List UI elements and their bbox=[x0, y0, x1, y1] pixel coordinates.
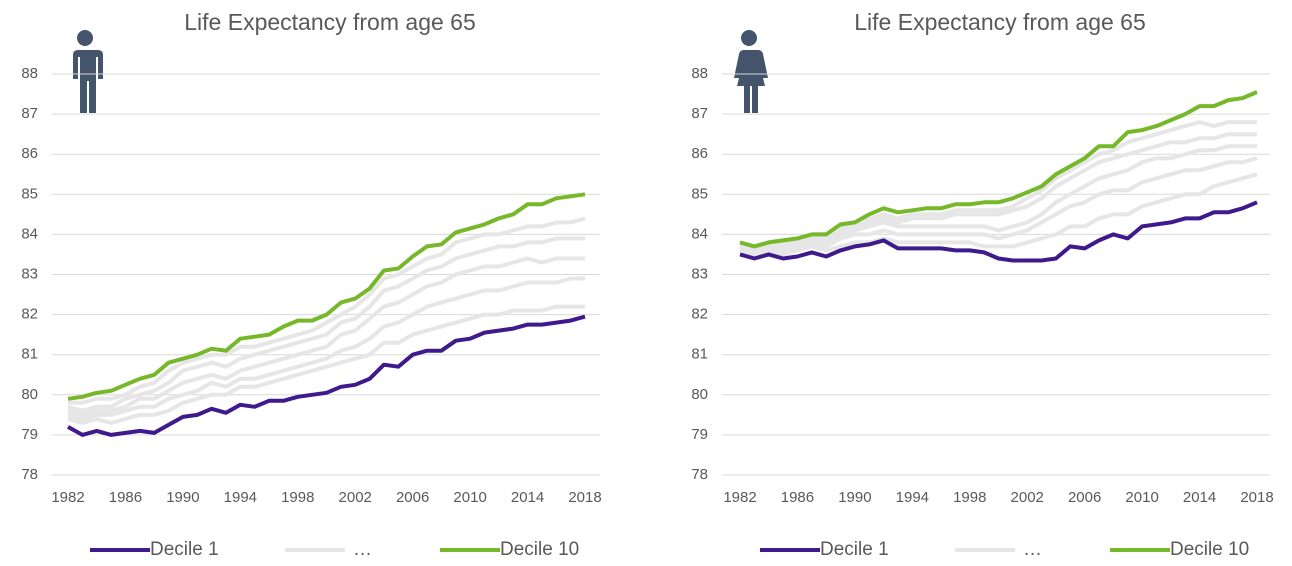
y-tick-label: 85 bbox=[21, 185, 38, 202]
legend-label: … bbox=[1023, 539, 1042, 560]
x-tick-label: 1998 bbox=[281, 489, 314, 506]
series-line bbox=[739, 90, 1258, 249]
y-tick-label: 83 bbox=[21, 265, 38, 282]
x-tick-label: 1986 bbox=[109, 489, 142, 506]
series-line bbox=[739, 172, 1258, 257]
y-tick-label: 84 bbox=[21, 225, 38, 242]
y-tick-label: 88 bbox=[21, 65, 38, 82]
y-tick-label: 86 bbox=[21, 145, 38, 162]
x-tick-label: 1990 bbox=[166, 489, 199, 506]
x-tick-label: 1998 bbox=[953, 489, 986, 506]
y-tick-label: 82 bbox=[691, 306, 708, 323]
series-line bbox=[67, 304, 585, 425]
x-tick-label: 2014 bbox=[511, 489, 544, 506]
legend-label: Decile 1 bbox=[150, 539, 219, 560]
series-line bbox=[739, 132, 1257, 253]
series-line bbox=[67, 276, 585, 421]
legend-label: … bbox=[353, 539, 372, 560]
series-line bbox=[68, 216, 586, 405]
x-tick-label: 2010 bbox=[1125, 489, 1158, 506]
y-tick-label: 86 bbox=[691, 145, 708, 162]
series-line bbox=[67, 314, 586, 437]
x-tick-label: 1994 bbox=[896, 489, 929, 506]
y-tick-label: 78 bbox=[691, 466, 708, 483]
y-tick-label: 79 bbox=[691, 426, 708, 443]
series-line bbox=[67, 236, 585, 413]
y-tick-label: 88 bbox=[691, 65, 708, 82]
x-tick-label: 1982 bbox=[51, 489, 84, 506]
legend-label: Decile 10 bbox=[1170, 539, 1249, 560]
y-tick-label: 84 bbox=[691, 225, 708, 242]
series-line bbox=[740, 156, 1258, 253]
x-tick-label: 1986 bbox=[781, 489, 814, 506]
y-tick-label: 83 bbox=[691, 265, 708, 282]
male-icon bbox=[72, 30, 103, 113]
female-icon bbox=[734, 30, 768, 113]
y-tick-label: 87 bbox=[21, 105, 38, 122]
x-tick-label: 2010 bbox=[453, 489, 486, 506]
y-tick-label: 80 bbox=[691, 386, 708, 403]
y-tick-label: 79 bbox=[21, 426, 38, 443]
y-tick-label: 82 bbox=[21, 306, 38, 323]
legend-label: Decile 10 bbox=[500, 539, 579, 560]
x-tick-label: 2014 bbox=[1183, 489, 1216, 506]
x-tick-label: 2002 bbox=[1011, 489, 1044, 506]
x-tick-label: 2006 bbox=[1068, 489, 1101, 506]
series-line bbox=[67, 256, 585, 417]
chart-title: Life Expectancy from age 65 bbox=[184, 9, 476, 35]
series-line bbox=[67, 192, 586, 401]
y-tick-label: 85 bbox=[691, 185, 708, 202]
x-tick-label: 2002 bbox=[339, 489, 372, 506]
legend-label: Decile 1 bbox=[820, 539, 889, 560]
y-tick-label: 80 bbox=[21, 386, 38, 403]
y-tick-label: 81 bbox=[691, 346, 708, 363]
x-tick-label: 1990 bbox=[838, 489, 871, 506]
x-tick-label: 2018 bbox=[568, 489, 601, 506]
x-tick-label: 1994 bbox=[224, 489, 257, 506]
series-line bbox=[739, 144, 1257, 253]
x-tick-label: 2018 bbox=[1240, 489, 1273, 506]
y-tick-label: 78 bbox=[21, 466, 38, 483]
y-tick-label: 87 bbox=[691, 105, 708, 122]
y-tick-label: 81 bbox=[21, 346, 38, 363]
x-tick-label: 1982 bbox=[723, 489, 756, 506]
x-tick-label: 2006 bbox=[396, 489, 429, 506]
chart-title: Life Expectancy from age 65 bbox=[854, 9, 1146, 35]
series-line bbox=[739, 200, 1258, 263]
